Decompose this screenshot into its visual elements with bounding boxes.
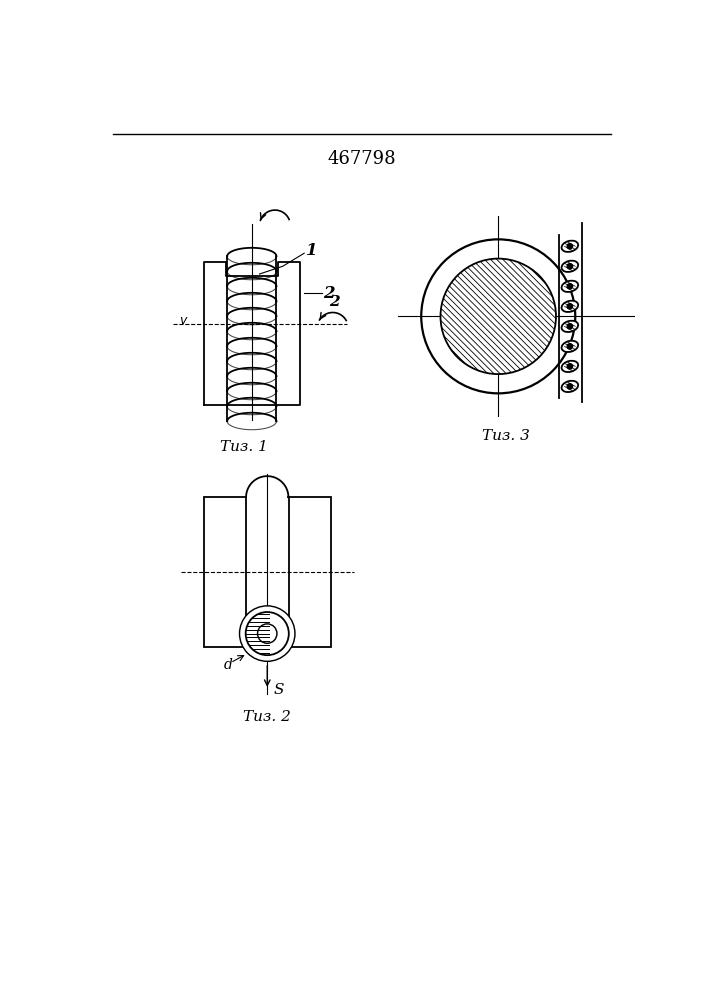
Circle shape [246,612,288,655]
Ellipse shape [561,321,578,332]
Text: v: v [179,314,186,327]
Circle shape [567,264,573,269]
Bar [204,497,247,647]
Ellipse shape [561,241,578,252]
Ellipse shape [561,261,578,272]
Circle shape [567,324,573,329]
Ellipse shape [561,301,578,312]
Text: 2: 2 [329,295,339,309]
Ellipse shape [561,281,578,292]
Text: 467798: 467798 [327,149,396,167]
Ellipse shape [561,341,578,352]
Text: 1: 1 [305,242,317,259]
Circle shape [240,606,295,661]
Text: Τиз. 2: Τиз. 2 [243,710,291,724]
Circle shape [567,244,573,249]
Text: 2: 2 [324,285,335,302]
Circle shape [567,364,573,369]
Ellipse shape [561,361,578,372]
Circle shape [567,304,573,309]
Text: Τиз. 3: Τиз. 3 [482,429,530,443]
Circle shape [567,284,573,289]
Ellipse shape [561,381,578,392]
Circle shape [567,344,573,349]
Text: S: S [274,683,284,697]
Bar [288,497,331,647]
Circle shape [440,259,556,374]
Circle shape [567,384,573,389]
Text: d: d [223,658,233,672]
Text: Τиз. 1: Τиз. 1 [220,440,268,454]
